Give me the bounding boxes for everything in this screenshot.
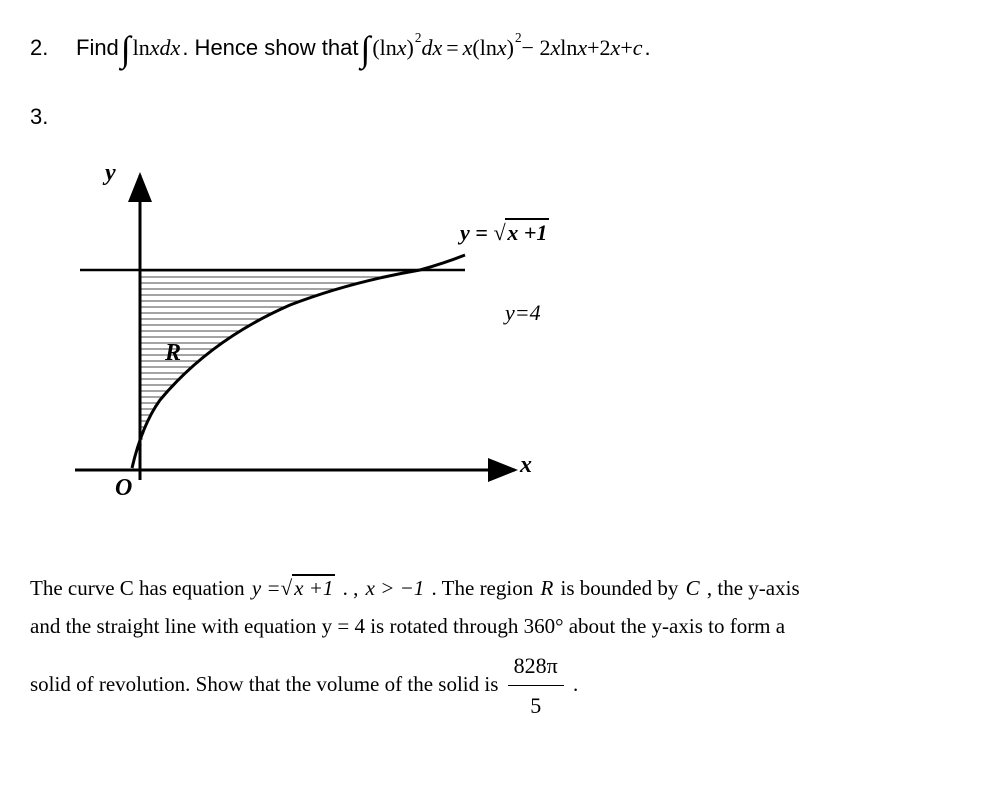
q3-p1d: is bounded by <box>561 576 684 600</box>
q2-rhs: x ( ln x ) 2 − 2 x ln x +2 x + c <box>463 31 643 64</box>
q2-period: . <box>645 31 651 64</box>
q3-line3: solid of revolution. Show that the volum… <box>30 646 958 726</box>
q2-rhs-plus: +2 <box>587 31 610 64</box>
q2-pre: Find <box>76 31 119 64</box>
q2-sup: 2 <box>415 28 422 48</box>
q2-rhs-sup: 2 <box>515 28 522 48</box>
frac-den: 5 <box>524 686 547 726</box>
q3-eq-y: y = <box>252 570 281 608</box>
q3-number: 3. <box>30 104 958 130</box>
region-label: R <box>165 340 181 367</box>
q3-xcond: x > −1 <box>366 570 425 608</box>
q2-integral1: ∫ ln xdx <box>121 20 181 74</box>
q2-rhs-c: c <box>633 31 643 64</box>
q3-C: C <box>686 570 700 608</box>
line-equation-label: y=4 <box>505 300 541 326</box>
q2-text: Find ∫ ln xdx . Hence show that ∫ ( ln x… <box>76 20 651 74</box>
q2-lparen: ( <box>372 31 379 64</box>
curve-eq-rad: x +1 <box>505 218 549 245</box>
frac-num: 828π <box>508 646 564 687</box>
q2-int2-ln: ln <box>380 31 397 64</box>
q2-rhs-x2: x <box>497 31 507 64</box>
volume-fraction: 828π 5 <box>508 646 564 726</box>
graph-svg <box>70 160 670 530</box>
q2-rhs-x4: x <box>577 31 587 64</box>
q2-dx: dx <box>421 31 442 64</box>
q2-rhs-x3: x <box>550 31 560 64</box>
y-axis-label: y <box>105 160 116 187</box>
q2-rhs-ln: ln <box>480 31 497 64</box>
origin-label: O <box>115 475 132 502</box>
curve-eq-pre: y = <box>460 220 493 245</box>
q2-rhs-x5: x <box>611 31 621 64</box>
q2-rhs-minus: − 2 <box>522 31 551 64</box>
q3-p3a: solid of revolution. Show that the volum… <box>30 672 504 696</box>
curve-equation-label: y = √x +1 <box>460 220 549 246</box>
q2-rparen: ) <box>407 31 414 64</box>
q3-p3b: . <box>573 672 578 696</box>
q3-eq-rad: x +1 <box>292 574 335 600</box>
q2-rhs-plusc: + <box>620 31 632 64</box>
q3-p1a: The curve C has equation <box>30 576 250 600</box>
graph-container: y x O R y = √x +1 y=4 <box>70 160 670 530</box>
q2-number: 2. <box>30 35 58 61</box>
q2-rhs-rp: ) <box>507 31 514 64</box>
question-2: 2. Find ∫ ln xdx . Hence show that ∫ ( l… <box>30 20 958 74</box>
q3-p1e: , the y-axis <box>707 576 800 600</box>
q2-int1-ln: ln <box>133 31 150 64</box>
q2-rhs-x1: x <box>463 31 473 64</box>
q3-body: The curve C has equation y = √x +1 . , x… <box>30 570 958 726</box>
q2-mid: . Hence show that <box>182 31 358 64</box>
q2-rhs-ln2: ln <box>560 31 577 64</box>
q2-int2-x: x <box>397 31 407 64</box>
q3-p1b: . , <box>343 576 364 600</box>
q3-R: R <box>540 570 553 608</box>
x-axis-label: x <box>520 452 532 479</box>
q2-integral2: ∫ ( ln x ) 2 dx <box>360 20 442 74</box>
q2-eq: = <box>446 31 458 64</box>
q2-int1-var: xdx <box>150 31 181 64</box>
region-fill <box>140 270 420 460</box>
q3-p1c: . The region <box>432 576 539 600</box>
q3-line2: and the straight line with equation y = … <box>30 608 958 646</box>
q2-rhs-lp: ( <box>472 31 479 64</box>
q3-line1: The curve C has equation y = √x +1 . , x… <box>30 570 958 608</box>
